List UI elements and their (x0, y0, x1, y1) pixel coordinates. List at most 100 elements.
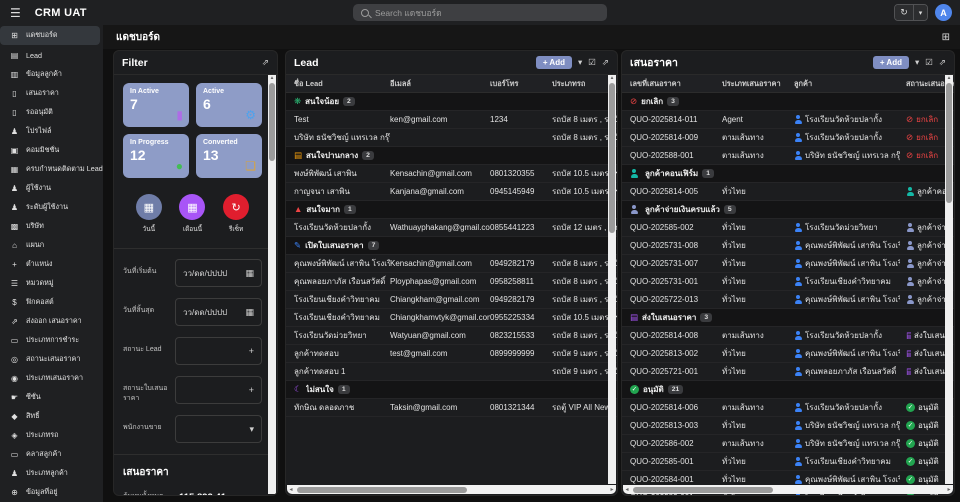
avatar[interactable]: A (935, 4, 952, 21)
lead-row[interactable]: โรงเรียนวัดม่วยวิทยาWatyuan@gmail.com082… (286, 327, 617, 345)
quotation-horizontal-scrollbar[interactable]: ◂ ▸ (623, 485, 953, 494)
quotation-row[interactable]: QUO-202585-002ทั่วไทยโรงเรียนวัดม่วยวิทย… (622, 219, 954, 237)
scroll-up-arrow[interactable]: ▴ (608, 75, 616, 81)
sidebar-item-quotation-type[interactable]: ◉ประเภทเสนอราคา (0, 369, 103, 388)
sidebar-item-commission[interactable]: ▣คอมมิชชั่น (0, 141, 103, 160)
quotation-row[interactable]: QUO-2025731-008ทั่วไทยคุณพงษ์พิพัฒน์ เสา… (622, 237, 954, 255)
salesperson-field-input[interactable]: ▾ (175, 415, 262, 443)
chevron-down-icon[interactable]: ▾ (578, 57, 582, 68)
scroll-thumb[interactable] (633, 487, 773, 493)
expand-icon[interactable]: ⇗ (602, 57, 609, 68)
quotation-row[interactable]: QUO-2025721-001ทั่วไทยคุณพลอยภาภัส เรือน… (622, 363, 954, 381)
reset-button[interactable]: ↻รีเซ็ท (223, 194, 249, 234)
end-date-field-input[interactable]: วว/ดด/ปปปป▦ (175, 298, 262, 326)
lead-row[interactable]: ทักษิณ ดลอดภาชTaksin@gmail.com0801321344… (286, 399, 617, 417)
sidebar-item-customer-class[interactable]: ▭คลาสลูกค้า (0, 445, 103, 464)
lead-row[interactable]: ลูกค้าทดสอบ 1รถบัส 9 เมตร , รถบัส 8 เมตร (286, 363, 617, 381)
today-button[interactable]: ▦วันนี้ (136, 194, 162, 234)
sidebar-item-customer-type[interactable]: ♟ประเภทลูกค้า (0, 464, 103, 483)
quotation-row[interactable]: QUO-2025814-005ทั่วไทยลูกค้าคอนเฟิร์ม (622, 183, 954, 201)
sidebar-item-vehicle-type[interactable]: ◈ประเภทรถ (0, 426, 103, 445)
sidebar-item-quotation-status[interactable]: ◎สถานะเสนอราคา (0, 350, 103, 369)
sidebar-item-quotation[interactable]: ▯เสนอราคา (0, 84, 103, 103)
calendar-icon[interactable]: ▦ (245, 268, 254, 279)
scroll-left-arrow[interactable]: ◂ (287, 486, 295, 493)
sidebar-item-lead-followup-due[interactable]: ▦ครบกำหนดติดตาม Lead (0, 160, 103, 179)
sidebar-item-fixed-cost[interactable]: $ฟิกคอสต์ (0, 293, 103, 312)
sidebar-item-department[interactable]: ⌂แผนก (0, 236, 103, 255)
scroll-right-arrow[interactable]: ▸ (945, 486, 953, 493)
group-row[interactable]: ☾ไม่สนใจ1 (286, 381, 617, 399)
quotation-row[interactable]: QUO-2025813-003ทั่วไทยบริษัท ธนัชวิชญ์ แ… (622, 417, 954, 435)
quotation-row[interactable]: QUO-202585-001ทั่วไทยโรงเรียนเชียงคำวิทย… (622, 453, 954, 471)
chevron-down-icon[interactable]: ▾ (913, 5, 927, 20)
quotation-row[interactable]: QUO-2025722-013ทั่วไทยคุณพงษ์พิพัฒน์ เสา… (622, 291, 954, 309)
sidebar-item-category[interactable]: ☰หมวดหมู่ (0, 274, 103, 293)
scroll-right-arrow[interactable]: ▸ (608, 486, 616, 493)
scroll-thumb[interactable] (297, 487, 467, 493)
display-mode-split-button[interactable]: ↻ ▾ (894, 4, 928, 21)
sidebar-item-profile[interactable]: ♟โปรไฟล์ (0, 122, 103, 141)
lead-row[interactable]: โรงเรียนเชียงคำวิทยาคมChiangkham@gmail.c… (286, 291, 617, 309)
sidebar-item-export-quotation[interactable]: ⇗ส่งออก เสนอราคา (0, 312, 103, 331)
group-row[interactable]: ❋สนใจน้อย2 (286, 93, 617, 111)
converted-card[interactable]: Converted13❏ (196, 134, 262, 178)
lead-row[interactable]: พงษ์พิพัฒน์ เสาพินKensachin@gmail.com080… (286, 165, 617, 183)
scroll-thumb[interactable] (609, 83, 615, 233)
refresh-icon[interactable]: ↻ (895, 5, 913, 20)
quotation-row[interactable]: QUO-202588-001ตามเส้นทางบริษัท ธนัชวิชญ์… (622, 147, 954, 165)
sidebar-item-company[interactable]: ▩บริษัท (0, 217, 103, 236)
lead-status-field-input[interactable]: + (175, 337, 262, 365)
plus-icon[interactable]: + (249, 346, 254, 356)
group-row[interactable]: ลูกค้าคอนเฟิร์ม1 (622, 165, 954, 183)
add-lead-button[interactable]: + Add (536, 56, 572, 69)
plus-icon[interactable]: + (249, 385, 254, 395)
quotation-vertical-scrollbar[interactable]: ▴ (945, 75, 953, 484)
group-row[interactable]: ▤สนใจปานกลาง2 (286, 147, 617, 165)
lead-row[interactable]: คุณพงษ์พิพัฒน์ เสาพิน โรงเรียนบ้..Kensac… (286, 255, 617, 273)
sidebar-item-dashboard[interactable]: ⊞แดชบอร์ด (0, 26, 100, 45)
scroll-left-arrow[interactable]: ◂ (623, 486, 631, 493)
scroll-up-arrow[interactable]: ▴ (268, 75, 276, 81)
lead-row[interactable]: กาญจนา เสาพินKanjana@gmail.com0945145949… (286, 183, 617, 201)
lead-horizontal-scrollbar[interactable]: ◂ ▸ (287, 485, 616, 494)
dashboard-layout-icon[interactable]: ⊞ (942, 32, 950, 43)
select-checkbox-icon[interactable]: ☑ (925, 57, 933, 68)
quotation-row[interactable]: QUO-2025814-008ตามเส้นทางโรงเรียนวัดห้วย… (622, 327, 954, 345)
start-date-field-input[interactable]: วว/ดด/ปปปป▦ (175, 259, 262, 287)
scroll-thumb[interactable] (269, 83, 275, 161)
quotation-row[interactable]: QUO-2025814-011Agentโรงเรียนวัดห้วยปลากั… (622, 111, 954, 129)
in-progress-card[interactable]: In Progress12● (123, 134, 189, 178)
quotation-row[interactable]: QUO-2025731-007ทั่วไทยคุณพงษ์พิพัฒน์ เสา… (622, 255, 954, 273)
scroll-thumb[interactable] (946, 83, 952, 203)
sidebar-item-pending-approval[interactable]: ▯รออนุมัติ (0, 103, 103, 122)
quote-status-field-input[interactable]: + (175, 376, 262, 404)
sidebar-item-payment-type[interactable]: ▭ประเภทการชำระ (0, 331, 103, 350)
sidebar-item-users[interactable]: ♟ผู้ใช้งาน (0, 179, 103, 198)
hamburger-menu-icon[interactable]: ☰ (10, 6, 21, 20)
add-quotation-button[interactable]: + Add (873, 56, 909, 69)
group-row[interactable]: ▲สนใจมาก1 (286, 201, 617, 219)
lead-row[interactable]: บริษัท ธนัชวิชญ์ แทรเวล กรุ๊ป ...รถบัส 8… (286, 129, 617, 147)
lead-row[interactable]: Testken@gmail.com1234รถบัส 8 เมตร , รถบั… (286, 111, 617, 129)
lead-row[interactable]: คุณพลอยภาภัส เรือนสวัสดิ์Ployphapas@gmai… (286, 273, 617, 291)
in-active-card[interactable]: In Active7▮ (123, 83, 189, 127)
sidebar-item-position[interactable]: +ตำแหน่ง (0, 255, 103, 274)
expand-icon[interactable]: ⇗ (939, 57, 946, 68)
sidebar-item-customer-data[interactable]: ▥ข้อมูลลูกค้า (0, 65, 103, 84)
quotation-row[interactable]: QUO-2025814-006ตามเส้นทางโรงเรียนวัดห้วย… (622, 399, 954, 417)
lead-row[interactable]: โรงเรียนวัดห้วยปลากั้งWathuayphakang@gma… (286, 219, 617, 237)
active-card[interactable]: Active6⚙ (196, 83, 262, 127)
sidebar-item-address-data[interactable]: ⊕ข้อมูลที่อยู่ (0, 483, 103, 502)
select-checkbox-icon[interactable]: ☑ (588, 57, 596, 68)
quotation-row[interactable]: QUO-202586-002ตามเส้นทางบริษัท ธนัชวิชญ์… (622, 435, 954, 453)
lead-row[interactable]: ลูกค้าทดสอบtest@gmail.com0899999999รถบัส… (286, 345, 617, 363)
global-search-input[interactable]: Search แดชบอร์ด (353, 4, 607, 21)
lead-row[interactable]: โรงเรียนเชียงคำวิทยาคมChiangkhamvtyk@gma… (286, 309, 617, 327)
sidebar-item-season[interactable]: ☛ซีซั่น (0, 388, 103, 407)
lead-vertical-scrollbar[interactable]: ▴ (608, 75, 616, 484)
quotation-row[interactable]: QUO-2025813-002ทั่วไทยคุณพงษ์พิพัฒน์ เสา… (622, 345, 954, 363)
group-row[interactable]: ✓อนุมัติ21 (622, 381, 954, 399)
group-row[interactable]: ✎เปิดใบเสนอราคา7 (286, 237, 617, 255)
filter-vertical-scrollbar[interactable]: ▴ (268, 75, 276, 494)
